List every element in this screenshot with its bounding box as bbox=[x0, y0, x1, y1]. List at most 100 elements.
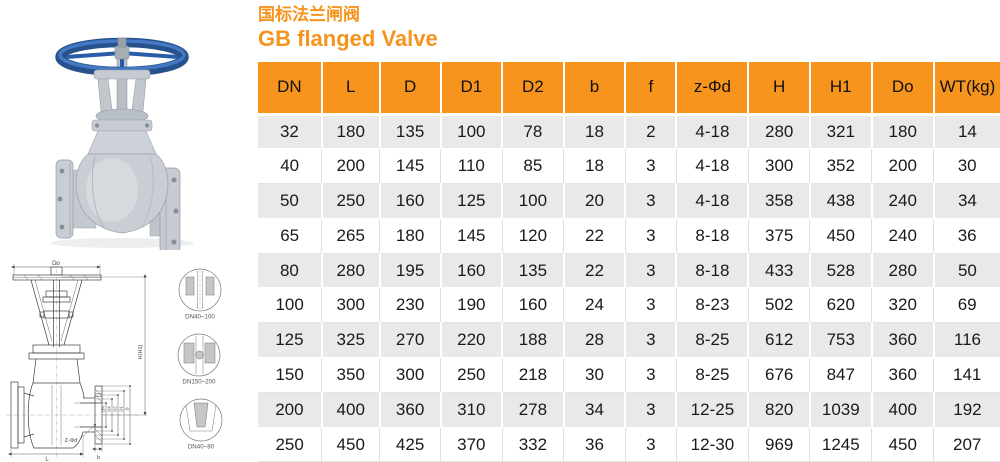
detail-view-labels: DN40~100 DN150~200 DN40~80 bbox=[182, 314, 216, 451]
table-cell: 110 bbox=[440, 148, 503, 185]
table-cell: 100 bbox=[258, 287, 323, 324]
table-cell: 34 bbox=[563, 391, 627, 428]
table-row: 32 180 135 100 78 18 2 4-18 280 321 180 14 bbox=[258, 113, 1000, 150]
table-cell: 116 bbox=[933, 322, 1000, 359]
table-cell: 320 bbox=[871, 287, 935, 324]
dim-label-h: H(H1) bbox=[138, 345, 144, 360]
table-row: 65 265 180 145 120 22 3 8-18 375 450 240 36 bbox=[258, 217, 1000, 254]
table-cell: 36 bbox=[933, 217, 1000, 254]
table-cell: 80 bbox=[258, 252, 323, 289]
dim-label-b: b bbox=[97, 455, 100, 461]
table-cell: 3 bbox=[625, 391, 678, 428]
table-cell: 300 bbox=[379, 357, 442, 393]
table-cell: 310 bbox=[440, 391, 504, 428]
table-cell: 450 bbox=[871, 426, 935, 462]
table-cell: 375 bbox=[748, 217, 811, 254]
table-cell: 300 bbox=[321, 287, 381, 324]
detail-view-1 bbox=[178, 268, 222, 312]
table-cell: 180 bbox=[379, 217, 442, 254]
column-header: f bbox=[625, 62, 678, 116]
dimension-labels: Do H(H1) L b Z-Φd DN D4 D2 D1 D bbox=[45, 261, 144, 462]
handwheel bbox=[55, 37, 189, 77]
table-cell: 820 bbox=[748, 391, 811, 428]
seat-detail-views bbox=[177, 268, 223, 442]
table-row: 100 300 230 190 160 24 3 8-23 502 620 320 69 bbox=[258, 287, 1000, 324]
dim-label-d4: D4 bbox=[107, 406, 112, 412]
column-header: DN bbox=[258, 62, 323, 116]
table-cell: 350 bbox=[321, 357, 381, 393]
yoke-cross bbox=[93, 69, 151, 80]
column-header: D1 bbox=[440, 62, 504, 116]
valve-photo-art bbox=[50, 37, 194, 250]
table-cell: 8-25 bbox=[676, 357, 749, 393]
table-cell: 120 bbox=[502, 217, 565, 254]
table-cell: 190 bbox=[440, 287, 503, 324]
column-header: z-Φd bbox=[676, 62, 750, 116]
left-flange bbox=[55, 159, 74, 239]
table-cell: 100 bbox=[440, 113, 504, 150]
table-cell: 3 bbox=[625, 287, 677, 324]
table-row: 150 350 300 250 218 30 3 8-25 676 847 360 141 bbox=[258, 357, 1000, 393]
table-cell: 180 bbox=[871, 113, 935, 150]
table-cell: 4-18 bbox=[676, 148, 749, 185]
dim-label-z-phi-d: Z-Φd bbox=[65, 438, 78, 444]
table-cell: 200 bbox=[871, 148, 935, 185]
spec-table: DN L D D1 D2 b f z-Φd H H1 Do WT(kg) 32 180 135 100 78 1… bbox=[258, 62, 1000, 462]
table-cell: 1245 bbox=[809, 426, 873, 462]
table-cell: 3 bbox=[625, 252, 678, 289]
table-cell: 230 bbox=[379, 287, 442, 324]
table-cell: 8-25 bbox=[676, 322, 750, 359]
table-cell: 3 bbox=[625, 357, 677, 393]
table-cell: 3 bbox=[625, 183, 678, 219]
title-block: 国标法兰闸阀 GB flanged Valve bbox=[258, 3, 438, 51]
table-cell: 100 bbox=[502, 183, 565, 219]
table-cell: 502 bbox=[748, 287, 811, 324]
table-cell: 450 bbox=[809, 217, 873, 254]
detail-label-2: DN150~200 bbox=[182, 379, 216, 386]
table-cell: 78 bbox=[502, 113, 565, 150]
table-cell: 135 bbox=[379, 113, 442, 150]
table-cell: 250 bbox=[258, 426, 323, 462]
table-cell: 34 bbox=[933, 183, 1000, 219]
table-cell: 14 bbox=[933, 113, 1000, 150]
column-header: b bbox=[563, 62, 627, 116]
table-cell: 160 bbox=[379, 183, 442, 219]
dim-label-dn: DN bbox=[101, 406, 106, 412]
dim-label-d2: D2 bbox=[113, 406, 118, 412]
table-cell: 612 bbox=[748, 322, 811, 359]
table-cell: 8-18 bbox=[676, 217, 749, 254]
column-header: L bbox=[321, 62, 381, 116]
product-title-chinese: 国标法兰闸阀 bbox=[258, 5, 360, 24]
table-row: 250 450 425 370 332 36 3 12-30 969 1245 450 207 bbox=[258, 426, 1000, 462]
table-cell: 321 bbox=[809, 113, 873, 150]
table-cell: 145 bbox=[379, 148, 442, 185]
table-cell: 676 bbox=[748, 357, 811, 393]
table-cell: 125 bbox=[258, 322, 323, 359]
table-cell: 145 bbox=[440, 217, 503, 254]
dim-label-d: D bbox=[125, 407, 130, 410]
table-cell: 360 bbox=[871, 322, 935, 359]
table-cell: 30 bbox=[563, 357, 626, 393]
table-header-row: DN L D D1 D2 b f z-Φd H H1 Do WT(kg) bbox=[258, 62, 1000, 116]
table-cell: 141 bbox=[933, 357, 1000, 393]
table-cell: 220 bbox=[440, 322, 504, 359]
table-cell: 12-25 bbox=[676, 391, 750, 428]
table-cell: 207 bbox=[933, 426, 1000, 462]
table-cell: 188 bbox=[502, 322, 565, 359]
table-cell: 135 bbox=[502, 252, 565, 289]
table-cell: 240 bbox=[871, 183, 935, 219]
table-cell: 3 bbox=[625, 426, 677, 462]
table-cell: 3 bbox=[625, 148, 677, 185]
table-cell: 160 bbox=[440, 252, 504, 289]
table-cell: 438 bbox=[809, 183, 873, 219]
column-header: D2 bbox=[502, 62, 565, 116]
table-cell: 250 bbox=[321, 183, 381, 219]
bonnet-flange bbox=[91, 119, 153, 132]
table-cell: 270 bbox=[379, 322, 442, 359]
table-cell: 50 bbox=[258, 183, 323, 219]
table-cell: 250 bbox=[440, 357, 503, 393]
table-cell: 325 bbox=[321, 322, 381, 359]
dim-label-d1: D1 bbox=[119, 406, 124, 412]
table-cell: 18 bbox=[563, 113, 627, 150]
